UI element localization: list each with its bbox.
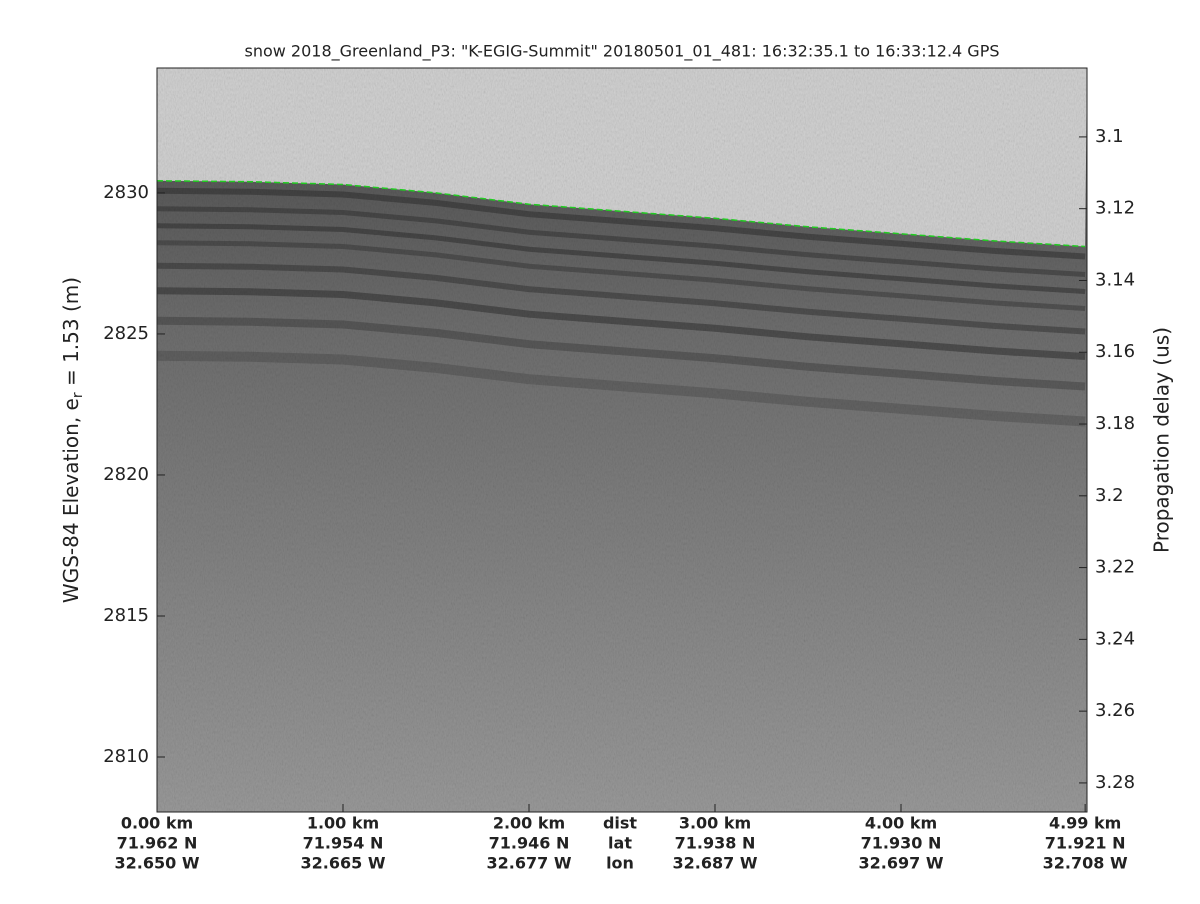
lat-label: 71.946 N [489,834,570,853]
y2-tick-label: 3.14 [1095,269,1135,290]
x-tick-label: 2.00 km [493,814,565,833]
y2-tick-label: 3.16 [1095,341,1135,362]
y-tick-label: 2830 [103,182,149,203]
lat-label: 71.921 N [1045,834,1126,853]
lon-label: 32.650 W [115,854,200,873]
surface-line [157,180,1086,248]
row-name: dist [603,814,637,833]
echogram-image [157,68,1087,812]
speckle-noise [157,68,1087,812]
x-tick-label: 4.99 km [1049,814,1121,833]
y-tick-label: 2825 [103,323,149,344]
y-tick-label: 2815 [103,605,149,626]
lat-label: 71.962 N [117,834,198,853]
row-name: lat [608,834,632,853]
y2-axis-label: Propagation delay (us) [1150,327,1174,553]
lon-label: 32.687 W [673,854,758,873]
x-tick-label: 0.00 km [121,814,193,833]
chart-title: snow 2018_Greenland_P3: "K-EGIG-Summit" … [244,42,999,62]
y2-tick-label: 3.22 [1095,557,1135,578]
y-label-subscript: r [70,392,86,398]
lon-label: 32.697 W [859,854,944,873]
y-tick-label: 2810 [103,746,149,767]
y-label-part: = 1.53 (m) [59,277,83,392]
y2-tick-label: 3.24 [1095,628,1135,649]
y2-tick-label: 3.26 [1095,700,1135,721]
lat-label: 71.930 N [861,834,942,853]
x-tick-label: 1.00 km [307,814,379,833]
row-name: lon [606,854,634,873]
y2-tick-label: 3.1 [1095,126,1124,147]
lat-label: 71.954 N [303,834,384,853]
y2-tick-label: 3.28 [1095,772,1135,793]
lat-label: 71.938 N [675,834,756,853]
y2-tick-label: 3.2 [1095,485,1124,506]
x-tick-label: 4.00 km [865,814,937,833]
y2-tick-label: 3.12 [1095,198,1135,219]
y-tick-label: 2820 [103,464,149,485]
y-label-part: WGS-84 Elevation, e [59,398,83,603]
lon-label: 32.708 W [1043,854,1128,873]
lon-label: 32.665 W [301,854,386,873]
x-tick-label: 3.00 km [679,814,751,833]
plot-frame [156,67,1088,813]
y2-tick-label: 3.18 [1095,413,1135,434]
y-axis-label: WGS-84 Elevation, er = 1.53 (m) [59,277,87,603]
lon-label: 32.677 W [487,854,572,873]
